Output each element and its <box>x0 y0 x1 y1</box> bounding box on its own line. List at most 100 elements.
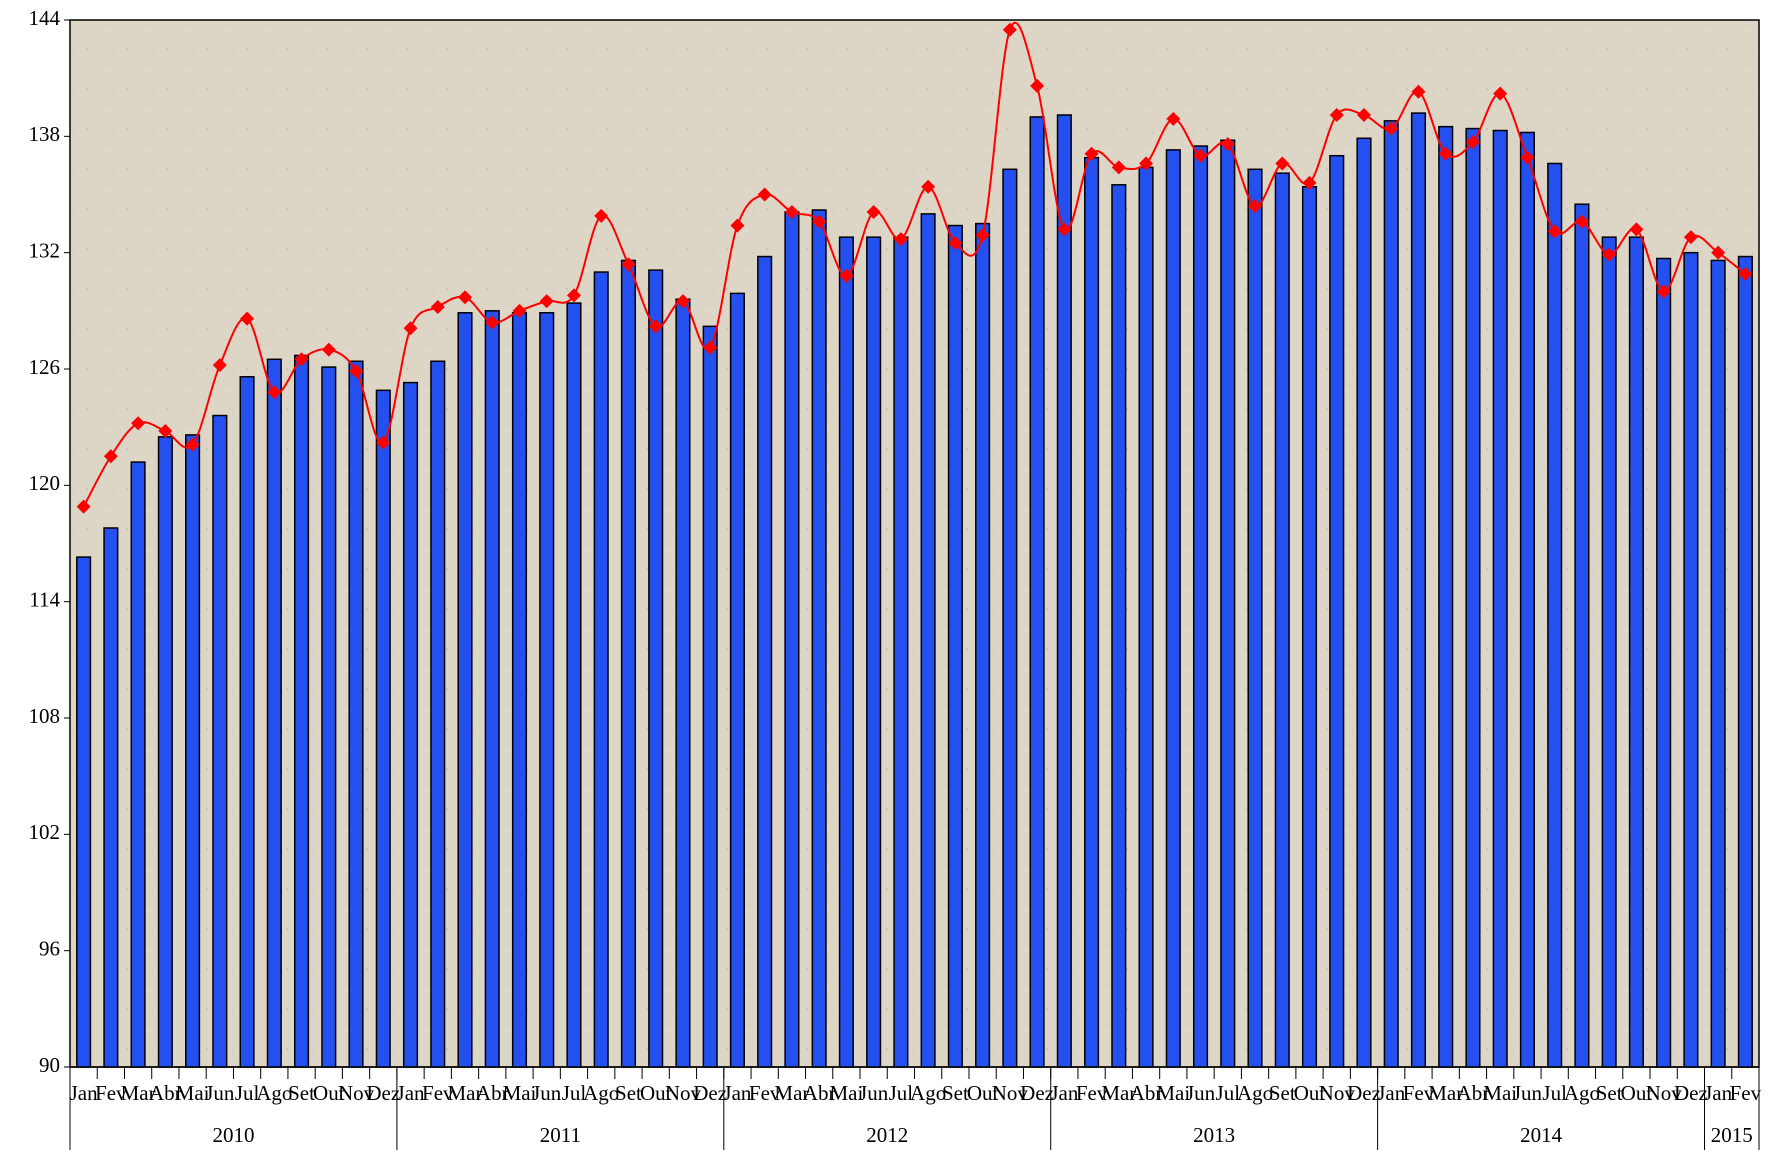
bar <box>1574 203 1590 1068</box>
marker <box>812 214 827 229</box>
x-tick-label: Jun <box>1513 1081 1543 1105</box>
bar <box>1547 162 1563 1068</box>
marker <box>485 315 500 330</box>
year-label: 2013 <box>1193 1123 1235 1147</box>
x-tick-label: Fev <box>422 1081 454 1105</box>
bar <box>1492 129 1508 1068</box>
x-tick-label: Ago <box>583 1081 619 1105</box>
marker <box>1738 266 1753 281</box>
marker <box>594 208 609 223</box>
bar <box>212 414 228 1068</box>
x-tick-label: Mar <box>774 1081 809 1105</box>
x-tick-label: Out <box>1621 1081 1653 1105</box>
bar <box>1465 127 1481 1068</box>
marker <box>376 435 391 450</box>
bar <box>1111 184 1127 1068</box>
bar <box>866 236 882 1068</box>
x-tick-label: Mai <box>176 1081 210 1105</box>
year-label: 2011 <box>540 1123 581 1147</box>
bar <box>430 360 446 1068</box>
marker <box>1411 84 1426 99</box>
x-tick-label: Jul <box>562 1081 587 1105</box>
year-label: 2012 <box>866 1123 908 1147</box>
marker <box>621 257 636 272</box>
bar <box>321 366 337 1068</box>
bar <box>1056 114 1072 1068</box>
marker <box>1683 230 1698 245</box>
marker <box>1084 146 1099 161</box>
y-tick-label: 138 <box>29 122 61 146</box>
bar <box>1383 120 1399 1068</box>
marker <box>512 303 527 318</box>
year-label: 2015 <box>1711 1123 1753 1147</box>
bar <box>1656 257 1672 1068</box>
marker <box>349 363 364 378</box>
line <box>82 21 1746 508</box>
x-tick-label: Dez <box>1020 1081 1054 1105</box>
marker <box>1329 108 1344 123</box>
x-tick-label: Fev <box>95 1081 127 1105</box>
bar <box>1002 168 1018 1068</box>
bar <box>1356 137 1372 1068</box>
y-tick-label: 120 <box>29 471 61 495</box>
x-tick-label: Dez <box>693 1081 727 1105</box>
marker <box>1275 156 1290 171</box>
bar <box>1683 251 1699 1068</box>
x-tick-label: Nov <box>992 1081 1029 1105</box>
bar <box>648 269 664 1068</box>
marker <box>103 449 118 464</box>
x-tick-label: Mai <box>503 1081 537 1105</box>
x-tick-label: Abr <box>1130 1081 1163 1105</box>
marker <box>1057 222 1072 237</box>
marker <box>1384 121 1399 136</box>
x-tick-label: Nov <box>1319 1081 1356 1105</box>
x-tick-label: Nov <box>1646 1081 1683 1105</box>
marker <box>1111 160 1126 175</box>
marker <box>1220 137 1235 152</box>
x-tick-label: Jun <box>532 1081 562 1105</box>
x-tick-label: Ago <box>256 1081 292 1105</box>
marker <box>703 340 718 355</box>
x-tick-label: Jan <box>70 1081 98 1105</box>
bar <box>1138 166 1154 1068</box>
marker <box>839 268 854 283</box>
bar <box>975 222 991 1068</box>
x-tick-label: Abr <box>149 1081 182 1105</box>
marker <box>185 437 200 452</box>
marker <box>158 424 173 439</box>
bar <box>484 310 500 1068</box>
bar <box>1301 185 1318 1068</box>
x-tick-label: Set <box>1269 1081 1296 1105</box>
x-tick-label: Dez <box>1347 1081 1381 1105</box>
bar <box>402 381 419 1068</box>
marker <box>566 288 581 303</box>
marker <box>430 299 445 314</box>
marker <box>975 228 990 243</box>
marker <box>1302 175 1317 190</box>
bar <box>593 271 609 1068</box>
marker <box>1139 156 1154 171</box>
marker <box>893 232 908 247</box>
x-tick-label: Mai <box>829 1081 863 1105</box>
bar <box>375 389 391 1068</box>
bar <box>702 325 718 1068</box>
bar <box>266 358 282 1068</box>
bar <box>103 527 119 1068</box>
x-tick-label: Set <box>1596 1081 1623 1105</box>
x-tick-label: Jul <box>1542 1081 1567 1105</box>
bar <box>1165 149 1181 1068</box>
x-tick-label: Ago <box>1564 1081 1600 1105</box>
bar <box>1628 236 1644 1068</box>
marker <box>267 385 282 400</box>
x-tick-label: Fev <box>1403 1081 1435 1105</box>
marker <box>1356 108 1371 123</box>
x-tick-label: Dez <box>366 1081 400 1105</box>
x-tick-label: Mar <box>121 1081 156 1105</box>
x-tick-label: Mar <box>448 1081 483 1105</box>
x-tick-label: Set <box>615 1081 642 1105</box>
x-tick-label: Fev <box>749 1081 781 1105</box>
marker <box>648 319 663 334</box>
y-tick-label: 102 <box>29 820 61 844</box>
y-tick-label: 114 <box>29 587 60 611</box>
marker <box>1656 284 1671 299</box>
